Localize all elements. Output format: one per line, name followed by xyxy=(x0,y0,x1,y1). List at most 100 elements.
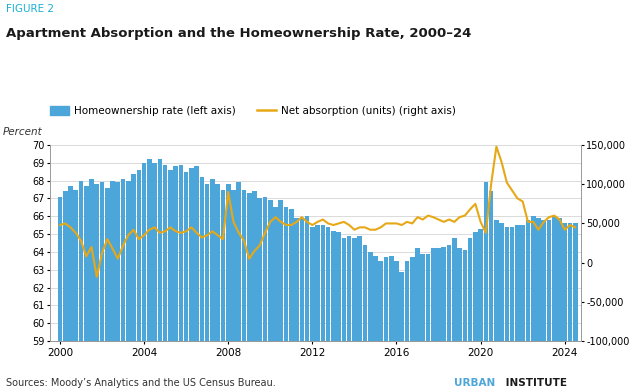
Bar xyxy=(158,159,162,392)
Bar xyxy=(310,227,315,392)
Bar xyxy=(231,190,236,392)
Bar xyxy=(541,220,546,392)
Bar xyxy=(242,190,246,392)
Bar xyxy=(294,218,299,392)
Bar xyxy=(404,261,410,392)
Bar xyxy=(305,216,309,392)
Bar xyxy=(252,191,257,392)
Bar xyxy=(131,174,136,392)
Bar xyxy=(121,179,126,392)
Bar xyxy=(215,184,220,392)
Bar xyxy=(336,232,341,392)
Bar xyxy=(373,256,378,392)
Bar xyxy=(110,181,115,392)
Bar xyxy=(363,245,367,392)
Bar xyxy=(463,250,467,392)
Bar xyxy=(546,220,551,392)
Bar xyxy=(536,218,541,392)
Bar xyxy=(431,249,435,392)
Bar xyxy=(483,182,488,392)
Bar xyxy=(142,163,146,392)
Bar xyxy=(357,236,362,392)
Bar xyxy=(168,170,173,392)
Bar xyxy=(136,170,141,392)
Bar xyxy=(79,181,83,392)
Bar xyxy=(494,220,498,392)
Bar xyxy=(163,165,167,392)
Bar xyxy=(221,190,225,392)
Bar xyxy=(100,182,104,392)
Bar xyxy=(384,257,388,392)
Bar xyxy=(84,186,88,392)
Bar xyxy=(147,159,151,392)
Bar xyxy=(368,252,372,392)
Bar xyxy=(184,172,189,392)
Bar xyxy=(410,257,415,392)
Bar xyxy=(300,218,304,392)
Bar xyxy=(499,223,504,392)
Bar xyxy=(531,216,536,392)
Bar xyxy=(273,207,278,392)
Bar xyxy=(394,261,399,392)
Bar xyxy=(389,256,394,392)
Text: Sources: Moody’s Analytics and the US Census Bureau.: Sources: Moody’s Analytics and the US Ce… xyxy=(6,378,276,388)
Bar xyxy=(289,209,293,392)
Bar xyxy=(352,238,357,392)
Bar xyxy=(436,249,441,392)
Bar xyxy=(226,184,230,392)
Bar xyxy=(278,200,283,392)
Bar xyxy=(152,163,157,392)
Bar xyxy=(321,225,325,392)
Bar xyxy=(189,168,194,392)
Bar xyxy=(268,200,273,392)
Text: FIGURE 2: FIGURE 2 xyxy=(6,4,54,14)
Text: Percent: Percent xyxy=(3,127,42,137)
Bar xyxy=(73,190,78,392)
Bar xyxy=(557,218,562,392)
Text: URBAN: URBAN xyxy=(454,378,495,388)
Bar xyxy=(247,193,252,392)
Bar xyxy=(347,236,351,392)
Text: INSTITUTE: INSTITUTE xyxy=(502,378,567,388)
Bar xyxy=(89,179,94,392)
Bar xyxy=(105,188,110,392)
Bar xyxy=(510,227,514,392)
Bar xyxy=(468,238,473,392)
Bar xyxy=(210,179,215,392)
Bar xyxy=(526,220,530,392)
Bar xyxy=(284,207,288,392)
Bar xyxy=(57,197,62,392)
Legend: Homeownership rate (left axis), Net absorption (units) (right axis): Homeownership rate (left axis), Net abso… xyxy=(50,106,456,116)
Bar xyxy=(331,230,336,392)
Bar xyxy=(489,191,493,392)
Bar xyxy=(68,186,73,392)
Bar xyxy=(205,184,209,392)
Bar xyxy=(568,223,572,392)
Bar xyxy=(379,261,383,392)
Bar xyxy=(515,225,520,392)
Bar xyxy=(552,216,557,392)
Bar xyxy=(505,227,509,392)
Bar xyxy=(237,182,241,392)
Bar xyxy=(573,223,577,392)
Bar xyxy=(326,227,331,392)
Bar xyxy=(562,223,567,392)
Bar xyxy=(257,198,262,392)
Bar xyxy=(199,177,204,392)
Text: Apartment Absorption and the Homeownership Rate, 2000–24: Apartment Absorption and the Homeownersh… xyxy=(6,27,472,40)
Bar xyxy=(179,165,183,392)
Bar xyxy=(457,249,462,392)
Bar xyxy=(316,225,320,392)
Bar xyxy=(194,167,199,392)
Bar xyxy=(415,249,420,392)
Bar xyxy=(420,254,425,392)
Bar xyxy=(452,238,457,392)
Bar xyxy=(399,272,404,392)
Bar xyxy=(115,182,120,392)
Bar xyxy=(95,184,99,392)
Bar xyxy=(262,197,268,392)
Bar xyxy=(447,245,451,392)
Bar xyxy=(63,191,68,392)
Bar xyxy=(426,254,430,392)
Bar xyxy=(126,181,131,392)
